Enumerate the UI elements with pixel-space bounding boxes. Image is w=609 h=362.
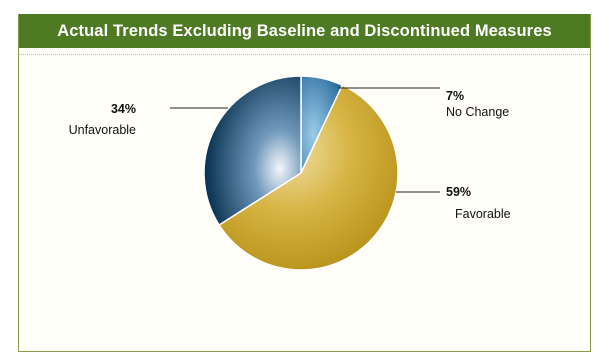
divider <box>19 54 590 55</box>
slice-label-unfavorable: Unfavorable <box>69 123 136 137</box>
slice-label-favorable: Favorable <box>455 207 511 221</box>
slice-percent-no-change: 7% <box>446 89 464 103</box>
chart-title: Actual Trends Excluding Baseline and Dis… <box>57 21 552 40</box>
slice-label-no-change: No Change <box>446 105 509 119</box>
chart-title-bar: Actual Trends Excluding Baseline and Dis… <box>19 14 590 48</box>
pie-slice-favorable <box>218 84 399 271</box>
slice-percent-unfavorable: 34% <box>111 102 136 116</box>
pie-slice-unfavorable <box>203 75 302 227</box>
slice-percent-favorable: 59% <box>446 185 471 199</box>
chart-frame: Actual Trends Excluding Baseline and Dis… <box>18 14 591 352</box>
